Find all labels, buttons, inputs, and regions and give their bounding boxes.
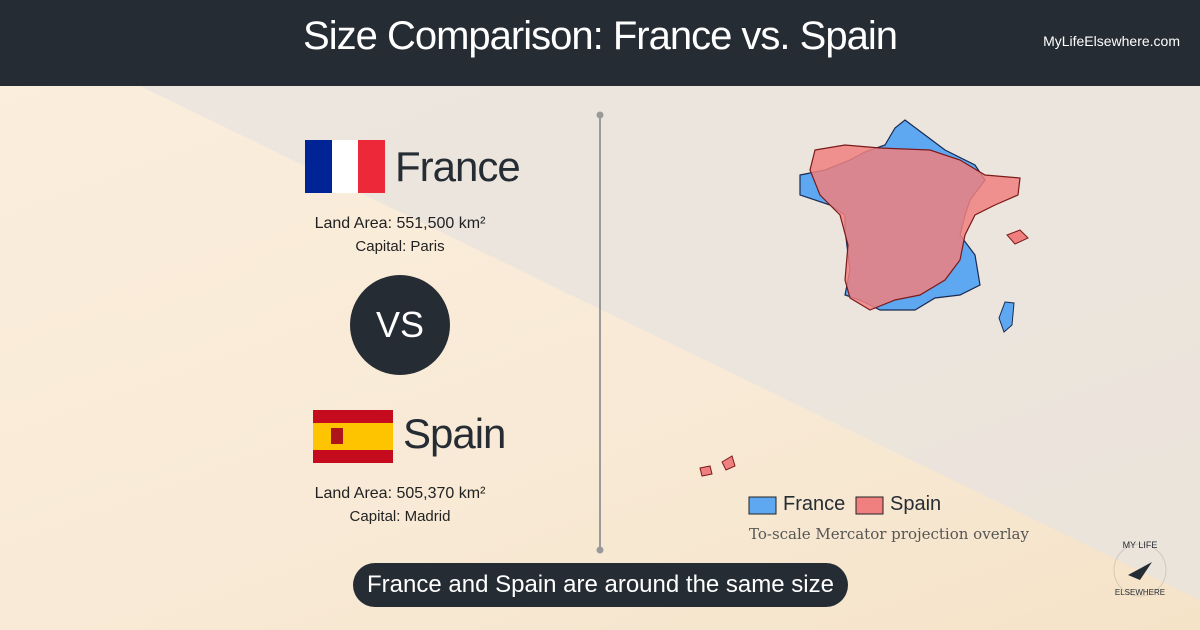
logo-bottom: ELSEWHERE [1114, 588, 1166, 597]
flag-spain [313, 410, 393, 463]
spain-balearic [1006, 229, 1029, 245]
spain-shape [809, 144, 1021, 311]
logo-top: MY LIFE [1122, 540, 1158, 550]
capital: Capital: Paris [355, 238, 445, 255]
country-name: Spain [403, 410, 506, 457]
capital: Capital: Madrid [349, 508, 451, 525]
title: Size Comparison: France vs. Spain [303, 14, 898, 58]
divider-end [596, 111, 604, 119]
country-name: France [395, 143, 521, 190]
legend-swatch-france [748, 496, 777, 515]
spain-canary [699, 465, 713, 477]
site-name: MyLifeElsewhere.com [1043, 33, 1180, 49]
header-bar [0, 0, 1200, 86]
divider-end [596, 546, 604, 554]
france-corsica [998, 301, 1015, 333]
footer-banner: France and Spain are around the same siz… [353, 563, 848, 607]
logo-plane [1128, 562, 1152, 580]
legend-label: Spain [890, 493, 942, 515]
legend-label: France [783, 493, 846, 515]
spain-canary [721, 455, 736, 471]
legend-note: To-scale Mercator projection overlay [749, 525, 1029, 543]
versus-badge: VS [350, 275, 450, 375]
flag-france [305, 140, 385, 193]
legend-swatch-spain [855, 496, 884, 515]
land-area: Land Area: 505,370 km² [314, 485, 486, 502]
land-area: Land Area: 551,500 km² [314, 215, 486, 232]
logo-ring [1113, 543, 1167, 597]
